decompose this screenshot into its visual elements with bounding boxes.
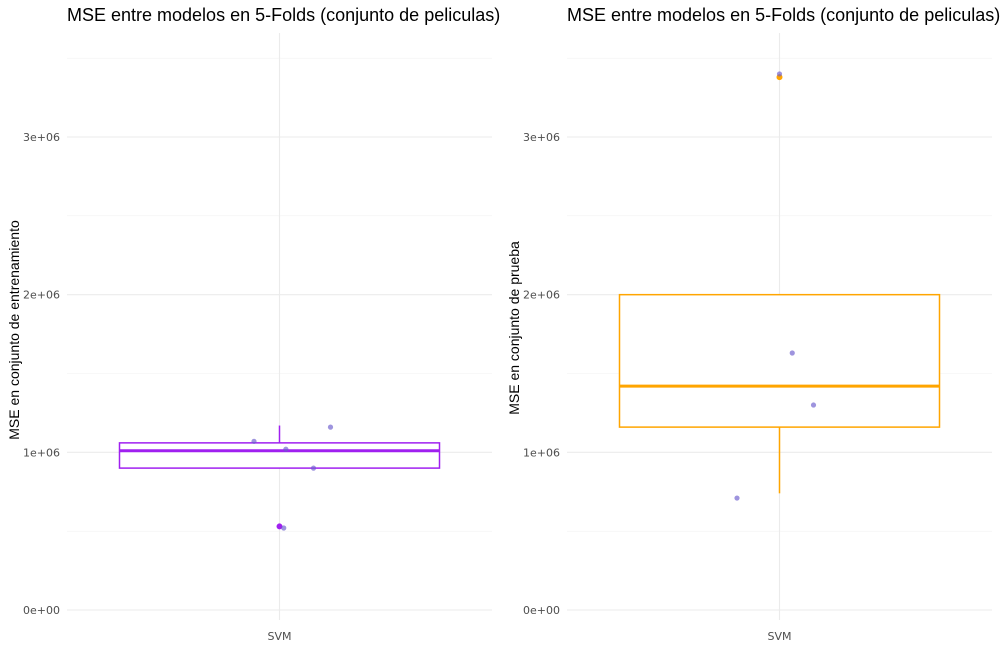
- data-point: [281, 525, 287, 531]
- x-tick-label: SVM: [268, 630, 292, 643]
- grid-lines: [67, 33, 492, 620]
- y-tick-labels: 0e+00 1e+06 2e+06 3e+06: [23, 131, 60, 617]
- data-point: [327, 424, 334, 430]
- y-tick-labels: 0e+00 1e+06 2e+06 3e+06: [523, 131, 560, 617]
- y-tick-label: 2e+06: [523, 289, 560, 302]
- chart-panel-test: MSE entre modelos en 5-Folds (conjunto d…: [506, 5, 1000, 643]
- y-tick-label: 2e+06: [23, 289, 60, 302]
- data-point: [776, 71, 783, 77]
- chart-panel-train: MSE entre modelos en 5-Folds (conjunto d…: [6, 5, 500, 643]
- y-axis-label: MSE en conjunto de entrenamiento: [6, 220, 22, 440]
- data-point: [810, 402, 817, 408]
- y-tick-label: 3e+06: [23, 131, 60, 144]
- y-tick-label: 1e+06: [523, 446, 560, 459]
- y-tick-label: 0e+00: [23, 604, 60, 617]
- data-point: [310, 465, 317, 471]
- data-point: [734, 495, 740, 501]
- chart-title: MSE entre modelos en 5-Folds (conjunto d…: [567, 5, 1000, 25]
- boxplot-marks: [118, 424, 441, 531]
- x-tick-label: SVM: [768, 630, 792, 643]
- y-tick-label: 1e+06: [23, 446, 60, 459]
- box-iqr: [618, 293, 941, 428]
- chart-title: MSE entre modelos en 5-Folds (conjunto d…: [67, 5, 500, 25]
- box-iqr: [118, 442, 441, 469]
- boxplot-marks: [618, 71, 941, 501]
- y-tick-label: 0e+00: [523, 604, 560, 617]
- y-axis-label: MSE en conjunto de prueba: [506, 241, 522, 415]
- x-tick-labels: SVM: [268, 630, 292, 643]
- x-tick-labels: SVM: [768, 630, 792, 643]
- data-point: [251, 438, 257, 444]
- data-point: [283, 446, 289, 452]
- outlier-point: [276, 523, 283, 530]
- y-tick-label: 3e+06: [523, 131, 560, 144]
- data-point: [789, 350, 795, 356]
